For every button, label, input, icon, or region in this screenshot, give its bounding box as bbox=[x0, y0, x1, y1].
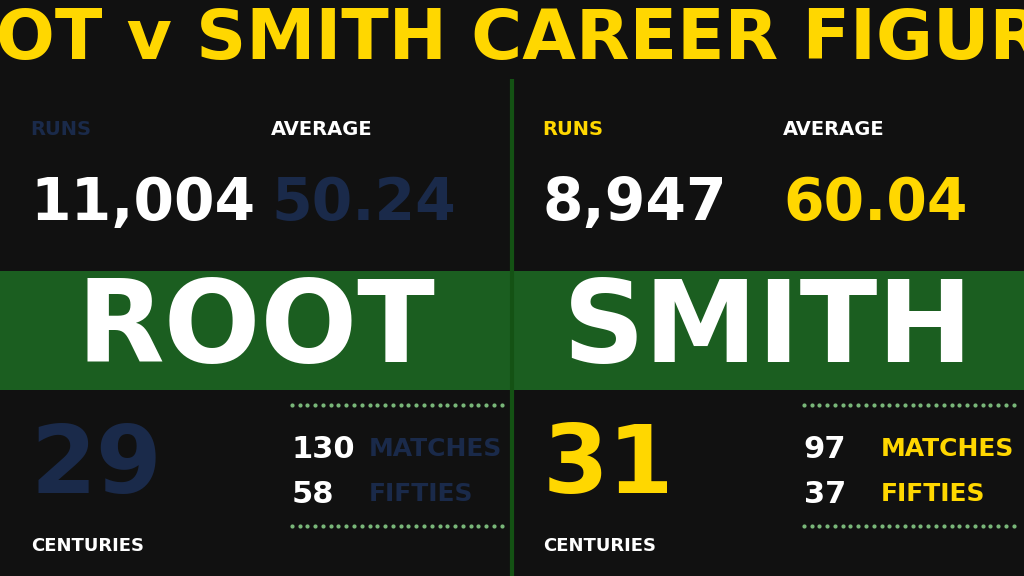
Text: RUNS: RUNS bbox=[543, 120, 604, 139]
Text: FIFTIES: FIFTIES bbox=[369, 482, 473, 506]
Text: 29: 29 bbox=[31, 420, 163, 513]
Text: ROOT: ROOT bbox=[77, 275, 435, 386]
Text: MATCHES: MATCHES bbox=[881, 437, 1014, 461]
Text: 31: 31 bbox=[543, 420, 674, 513]
Text: RUNS: RUNS bbox=[31, 120, 92, 139]
Text: 50.24: 50.24 bbox=[271, 175, 456, 232]
Text: AVERAGE: AVERAGE bbox=[271, 120, 373, 139]
Text: SMITH: SMITH bbox=[562, 275, 974, 386]
Text: 97: 97 bbox=[804, 435, 847, 464]
Text: ROOT v SMITH CAREER FIGURES: ROOT v SMITH CAREER FIGURES bbox=[0, 6, 1024, 73]
Text: 11,004: 11,004 bbox=[31, 175, 256, 232]
Text: MATCHES: MATCHES bbox=[369, 437, 502, 461]
Text: 130: 130 bbox=[292, 435, 355, 464]
Text: 58: 58 bbox=[292, 480, 335, 509]
Text: 8,947: 8,947 bbox=[543, 175, 727, 232]
Text: CENTURIES: CENTURIES bbox=[543, 537, 655, 555]
Text: 37: 37 bbox=[804, 480, 846, 509]
Text: AVERAGE: AVERAGE bbox=[783, 120, 885, 139]
Text: FIFTIES: FIFTIES bbox=[881, 482, 985, 506]
Bar bbox=[0, 271, 1024, 390]
Text: CENTURIES: CENTURIES bbox=[31, 537, 143, 555]
Text: 60.04: 60.04 bbox=[783, 175, 968, 232]
